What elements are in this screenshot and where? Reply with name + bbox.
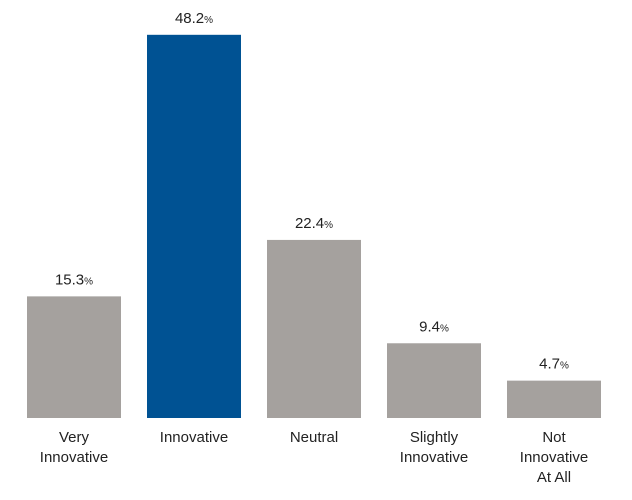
category-label-1: Innovative <box>160 429 228 446</box>
category-label-0-line-1: Innovative <box>40 449 108 466</box>
category-label-1-line-0: Innovative <box>160 429 228 446</box>
value-number-1: 48.2 <box>175 10 204 27</box>
category-label-3-line-1: Innovative <box>400 449 468 466</box>
bar-2 <box>267 239 361 418</box>
bar-4 <box>507 380 601 418</box>
category-label-3-line-0: Slightly <box>410 429 459 446</box>
category-label-2-line-0: Neutral <box>290 429 338 446</box>
value-number-3: 9.4 <box>419 318 440 335</box>
category-label-2: Neutral <box>290 429 338 446</box>
category-label-0: Very Innovative <box>40 429 108 466</box>
value-number-4: 4.7 <box>539 356 560 373</box>
category-label-0-line-0: Very <box>59 429 90 446</box>
value-label-3: 9.4% <box>419 318 449 335</box>
value-percent-4: % <box>560 361 569 372</box>
category-label-3: Slightly Innovative <box>400 429 468 466</box>
category-label-4: Not Innovative At All <box>520 429 588 486</box>
value-label-2: 22.4% <box>295 215 333 232</box>
value-labels-group: 15.3%48.2%22.4%9.4%4.7% <box>55 10 569 373</box>
value-label-1: 48.2% <box>175 10 213 27</box>
value-label-0: 15.3% <box>55 271 93 288</box>
value-percent-2: % <box>324 220 333 231</box>
value-label-4: 4.7% <box>539 356 569 373</box>
category-label-4-line-1: Innovative <box>520 449 588 466</box>
category-label-4-line-2: At All <box>537 469 571 486</box>
value-percent-0: % <box>84 276 93 287</box>
bar-0 <box>27 296 121 418</box>
value-percent-1: % <box>204 15 213 26</box>
value-percent-3: % <box>440 323 449 334</box>
bar-3 <box>387 343 481 418</box>
value-number-2: 22.4 <box>295 215 324 232</box>
category-label-4-line-0: Not <box>542 429 566 446</box>
value-number-0: 15.3 <box>55 271 84 288</box>
category-labels-group: Very Innovative Innovative Neutral Slightly I… <box>40 429 588 486</box>
bar-1 <box>147 34 241 419</box>
bars-group <box>27 34 601 419</box>
